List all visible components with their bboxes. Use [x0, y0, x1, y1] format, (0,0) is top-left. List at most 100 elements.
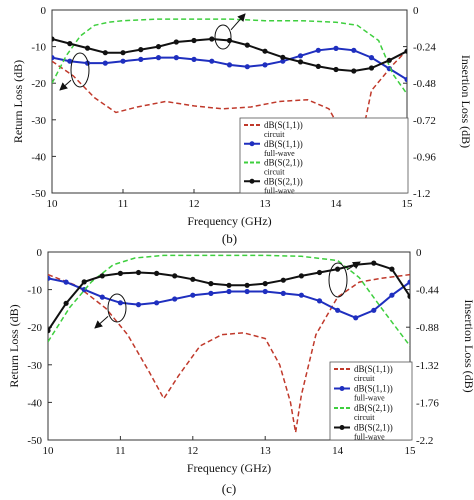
y-left-axis-title: Return Loss (dB) — [7, 304, 21, 387]
series-point-1 — [138, 56, 144, 63]
legend-entry-subtitle: circuit — [354, 374, 375, 383]
legend-entry-title: dB(S(2,1)) — [264, 158, 303, 168]
series-point-1 — [315, 47, 321, 53]
y-left-tick-label: -30 — [31, 115, 46, 127]
series-point-1 — [52, 55, 55, 61]
x-tick-label: 12 — [187, 445, 198, 457]
x-tick-label: 13 — [260, 445, 272, 457]
series-point-3 — [63, 300, 69, 306]
series-point-3 — [333, 66, 339, 73]
y-left-tick-label: -50 — [31, 188, 46, 200]
series-point-3 — [84, 45, 91, 51]
x-tick-label: 15 — [402, 198, 414, 210]
legend-marker-1 — [339, 386, 345, 391]
series-point-3 — [404, 48, 407, 54]
series-point-1 — [404, 76, 407, 83]
legend-marker-1 — [249, 141, 255, 147]
series-point-1 — [48, 275, 51, 281]
series-point-3 — [244, 282, 250, 288]
legend-marker-3 — [339, 425, 345, 430]
series-point-1 — [262, 62, 268, 68]
legend: dB(S(1,1))circuitdB(S(1,1))full-wavedB(S… — [329, 361, 413, 442]
y-left-tick-label: -40 — [27, 397, 42, 409]
y-right-tick-label: -0.72 — [413, 115, 436, 127]
series-point-1 — [351, 47, 357, 53]
series-point-3 — [154, 270, 160, 276]
series-point-3 — [67, 41, 73, 47]
y-right-tick-label: -1.76 — [416, 397, 439, 409]
series-line-2 — [48, 254, 410, 347]
annotation-ellipse — [70, 52, 90, 88]
series-point-1 — [154, 300, 160, 306]
legend-entry-subtitle: full-wave — [264, 149, 295, 158]
chart-panel-0: 10 11 12 13 14 15 0 -10 -20 -30 -40 -50 0 -0.24 -0.48 -… — [11, 5, 473, 246]
series-point-1 — [155, 55, 162, 61]
series-point-3 — [280, 277, 286, 283]
series-point-1 — [389, 292, 395, 298]
series-point-1 — [262, 288, 268, 295]
y-right-tick-label: -0.96 — [413, 151, 436, 163]
annotation-arrow — [230, 13, 246, 31]
legend-entry-title: dB(S(1,1)) — [354, 384, 393, 394]
y-left-tick-label: -50 — [27, 435, 42, 447]
series-point-1 — [173, 55, 179, 61]
y-left-tick-label: -10 — [31, 42, 46, 54]
legend-entry-subtitle: full-wave — [354, 394, 385, 403]
series-point-1 — [209, 58, 215, 64]
series-point-1 — [368, 55, 375, 61]
y-left-axis-title: Return Loss (dB) — [11, 60, 25, 143]
legend-entry-subtitle: circuit — [354, 413, 375, 422]
x-tick-label: 15 — [405, 445, 417, 457]
series-point-1 — [226, 288, 232, 295]
series-point-3 — [209, 36, 215, 42]
y-right-tick-label: -0.24 — [413, 42, 436, 54]
series-point-1 — [120, 58, 126, 64]
series-point-3 — [172, 273, 178, 279]
series-point-1 — [99, 294, 105, 300]
series-point-3 — [226, 282, 232, 288]
series-point-3 — [117, 270, 123, 276]
series-point-1 — [208, 290, 214, 296]
x-axis-title: Frequency (GHz) — [187, 214, 271, 228]
series-point-3 — [190, 276, 196, 282]
y-right-tick-label: -1.32 — [416, 360, 439, 372]
series-point-3 — [335, 266, 341, 272]
legend: dB(S(1,1))circuitdB(S(1,1))full-wavedB(S… — [239, 117, 409, 195]
series-point-3 — [155, 44, 162, 50]
series-point-3 — [298, 273, 304, 279]
y-left-tick-label: -30 — [27, 360, 42, 372]
series-point-3 — [120, 50, 126, 56]
series-point-3 — [191, 37, 197, 44]
x-axis-title: Frequency (GHz) — [187, 461, 271, 475]
y-right-axis-title: Insertion Loss (dB) — [462, 299, 474, 392]
series-point-3 — [262, 281, 268, 287]
chart-panel-1: 10 11 12 13 14 15 0 -10 -20 -30 -40 -50 0 -0.44 -0.88 -… — [7, 247, 474, 496]
series-point-3 — [208, 281, 214, 287]
annotation-ellipse — [214, 24, 232, 50]
y-right-tick-label: -2.2 — [416, 435, 433, 447]
x-tick-label: 13 — [260, 198, 272, 210]
series-point-3 — [368, 65, 375, 71]
legend-entry-title: dB(S(1,1)) — [354, 364, 393, 374]
series-point-3 — [135, 269, 142, 276]
series-point-3 — [52, 36, 55, 42]
series-point-1 — [67, 58, 73, 64]
series-point-1 — [102, 60, 108, 66]
legend-entry-title: dB(S(2,1)) — [354, 423, 393, 433]
series-point-1 — [191, 56, 197, 63]
annotation-ellipse — [107, 293, 127, 323]
series-point-1 — [244, 64, 250, 70]
legend-entry-title: dB(S(1,1)) — [264, 139, 303, 149]
legend-entry-subtitle: full-wave — [264, 186, 295, 195]
series-point-1 — [280, 290, 286, 296]
series-point-3 — [407, 293, 410, 299]
legend-entry-title: dB(S(2,1)) — [264, 176, 303, 186]
series-point-1 — [316, 298, 323, 304]
series-point-3 — [48, 328, 51, 334]
series-point-3 — [351, 68, 357, 74]
y-right-tick-label: -0.88 — [416, 322, 439, 334]
y-left-tick-label: -40 — [31, 151, 46, 163]
panel-label: (b) — [222, 231, 237, 246]
y-right-tick-label: 0 — [416, 247, 422, 259]
